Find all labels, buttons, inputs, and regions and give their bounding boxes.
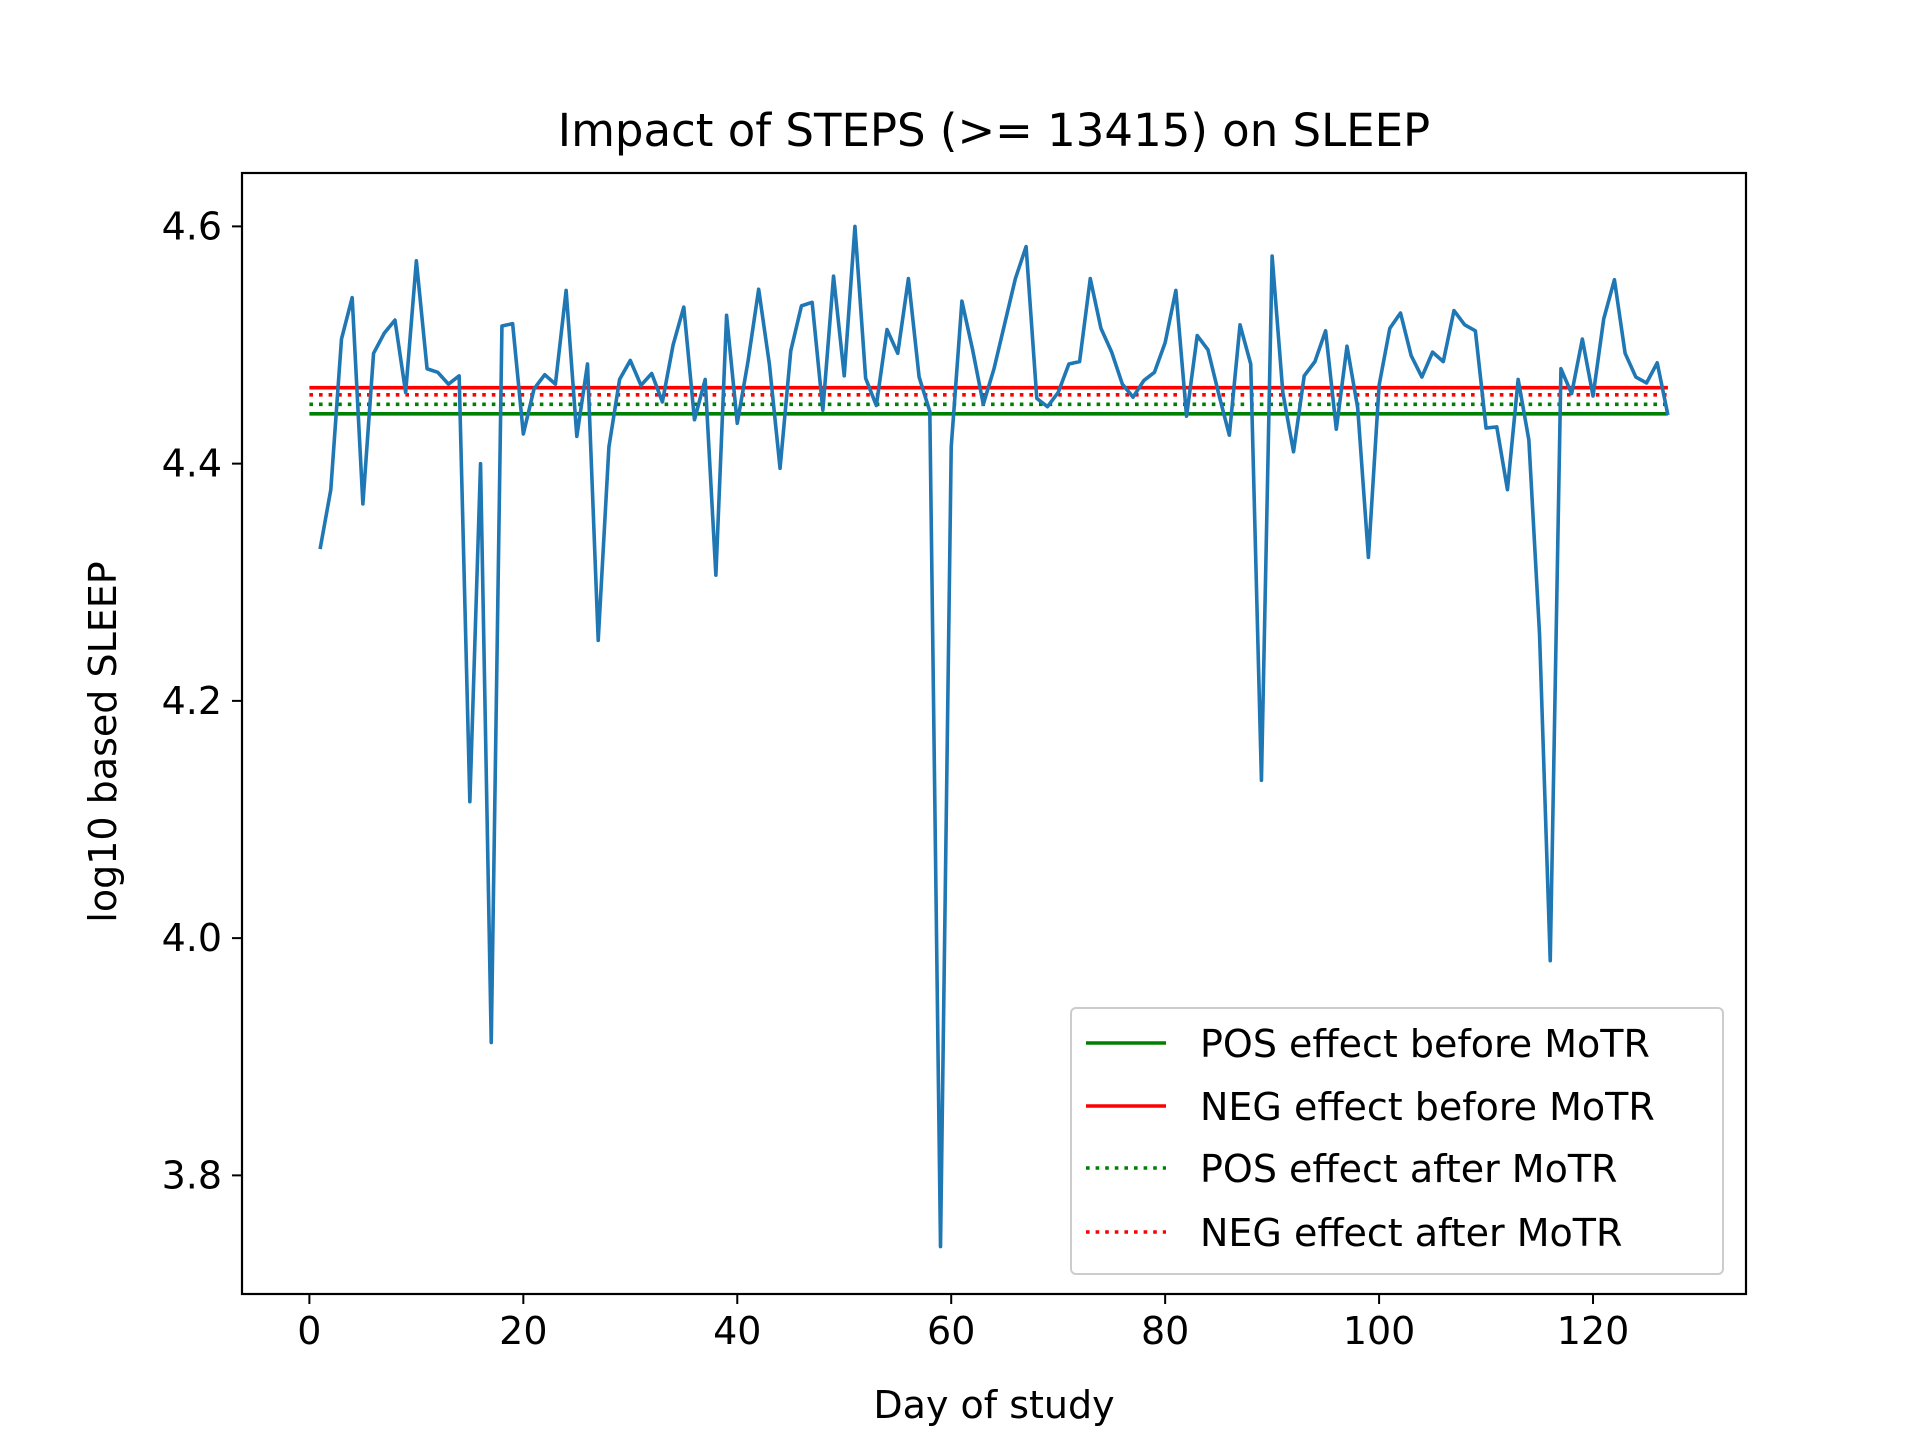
y-tick-label: 4.6 [162,204,222,248]
chart-title: Impact of STEPS (>= 13415) on SLEEP [558,104,1430,157]
series-sleep-line [318,224,1670,1249]
x-tick-label: 40 [713,1309,761,1353]
x-tick-label: 80 [1141,1309,1189,1353]
legend: POS effect before MoTR NEG effect before … [1070,1007,1724,1275]
legend-label: POS effect after MoTR [1200,1147,1617,1191]
x-tick-label: 100 [1343,1309,1416,1353]
y-tick-label: 4.0 [162,916,222,960]
x-tick-label: 0 [297,1309,321,1353]
legend-label: POS effect before MoTR [1200,1022,1650,1066]
y-tick-label: 3.8 [162,1153,222,1197]
legend-label: NEG effect before MoTR [1200,1085,1655,1129]
x-tick-label: 120 [1557,1309,1630,1353]
x-axis: 0 20 40 60 80 100 120 [297,1294,1629,1353]
y-axis: 3.8 4.0 4.2 4.4 4.6 [162,204,242,1197]
plot-frame [240,171,1748,1296]
y-tick-label: 4.2 [162,679,222,723]
legend-box [1070,1007,1724,1275]
y-tick-label: 4.4 [162,442,222,486]
series-layer [309,224,1670,1249]
x-tick-label: 20 [499,1309,547,1353]
x-tick-label: 60 [927,1309,975,1353]
y-axis-label: log10 based SLEEP [81,561,125,922]
legend-label: NEG effect after MoTR [1200,1211,1622,1255]
x-axis-label: Day of study [873,1383,1114,1427]
